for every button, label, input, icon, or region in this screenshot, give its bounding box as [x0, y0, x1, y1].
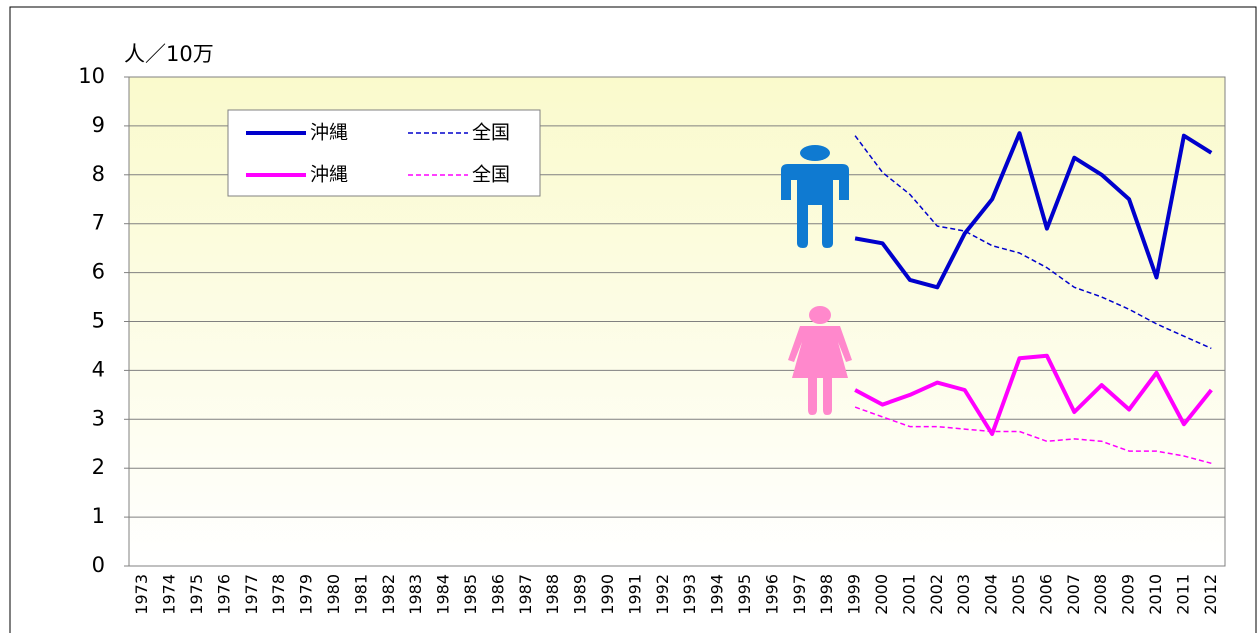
x-tick-label: 2009	[1119, 574, 1138, 615]
x-tick-label: 1981	[351, 574, 370, 615]
legend-label: 沖縄	[310, 122, 348, 144]
x-tick-label: 1974	[160, 574, 179, 615]
x-tick-label: 2012	[1201, 574, 1220, 615]
x-tick-label: 1989	[571, 574, 590, 615]
y-tick-label: 9	[92, 113, 105, 137]
x-tick-label: 1973	[132, 574, 151, 615]
legend-label: 全国	[472, 122, 510, 144]
x-tick-label: 1996	[762, 574, 781, 615]
x-tick-label: 1980	[324, 574, 343, 615]
x-tick-label: 1997	[790, 574, 809, 615]
x-tick-label: 1977	[242, 574, 261, 615]
y-tick-label: 10	[78, 64, 105, 88]
x-tick-label: 2011	[1173, 574, 1192, 615]
x-tick-label: 1984	[434, 574, 453, 615]
y-tick-label: 3	[92, 406, 105, 430]
x-tick-label: 1986	[488, 574, 507, 615]
y-tick-label: 4	[92, 357, 105, 381]
chart-frame	[9, 6, 1257, 633]
series-line	[854, 353, 1213, 436]
x-tick-label: 1978	[269, 574, 288, 615]
x-tick-label: 2003	[954, 574, 973, 615]
x-tick-label: 2002	[927, 574, 946, 615]
y-tick-label: 5	[92, 309, 105, 333]
x-tick-label: 2007	[1064, 574, 1083, 615]
series-line	[854, 406, 1212, 465]
legend-label: 全国	[472, 164, 510, 186]
y-tick-label: 0	[92, 553, 105, 577]
legend-box	[227, 109, 541, 197]
x-tick-label: 2000	[872, 574, 891, 615]
x-tick-label: 1998	[817, 574, 836, 615]
y-tick-label: 6	[92, 260, 105, 284]
x-tick-label: 1988	[543, 574, 562, 615]
x-tick-label: 1999	[845, 574, 864, 615]
x-tick-label: 1976	[214, 574, 233, 615]
legend-label: 沖縄	[310, 164, 348, 186]
x-tick-label: 2001	[899, 574, 918, 615]
female-icon	[788, 306, 852, 415]
y-axis-label: 人／10万	[124, 42, 214, 66]
x-tick-label: 1983	[406, 574, 425, 615]
x-tick-label: 1979	[297, 574, 316, 615]
x-tick-label: 2006	[1036, 574, 1055, 615]
x-tick-label: 1985	[461, 574, 480, 615]
x-tick-label: 1995	[735, 574, 754, 615]
x-tick-label: 1987	[516, 574, 535, 615]
x-tick-label: 2005	[1009, 574, 1028, 615]
x-tick-label: 1993	[680, 574, 699, 615]
x-tick-label: 1982	[379, 574, 398, 615]
y-tick-label: 1	[92, 504, 105, 528]
x-tick-label: 2008	[1091, 574, 1110, 615]
y-tick-label: 2	[92, 455, 105, 479]
x-tick-label: 1990	[598, 574, 617, 615]
x-tick-label: 2010	[1146, 574, 1165, 615]
x-tick-label: 1975	[187, 574, 206, 615]
x-tick-label: 2004	[982, 574, 1001, 615]
x-tick-label: 1992	[653, 574, 672, 615]
y-tick-label: 7	[92, 211, 105, 235]
series-line	[854, 135, 1212, 350]
x-tick-label: 1994	[708, 574, 727, 615]
y-tick-label: 8	[92, 162, 105, 186]
x-tick-label: 1991	[625, 574, 644, 615]
male-icon	[781, 145, 849, 248]
series-line	[854, 131, 1213, 290]
